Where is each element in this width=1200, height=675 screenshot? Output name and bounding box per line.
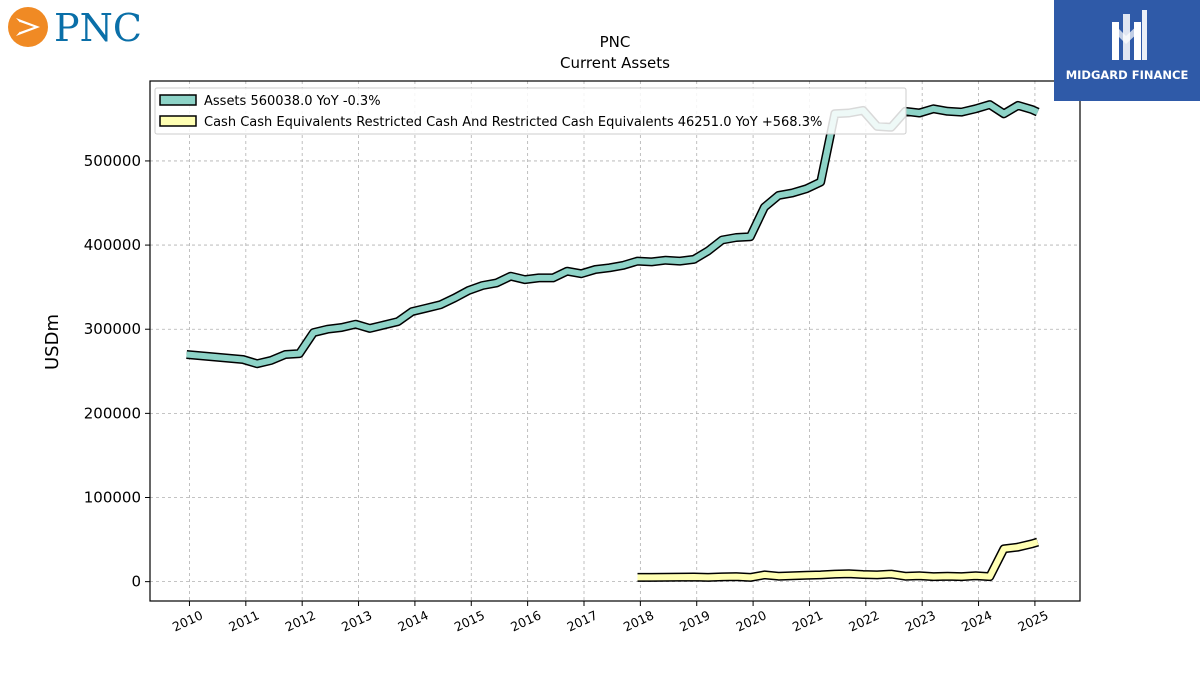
y-tick-label: 500000 — [84, 152, 141, 170]
y-tick-label: 300000 — [84, 320, 141, 338]
x-tick-label: 2019 — [677, 607, 712, 634]
chart-title: PNC — [600, 33, 631, 51]
series-outline-0 — [186, 100, 1040, 369]
x-tick-label: 2025 — [1015, 607, 1050, 634]
x-tick-label: 2017 — [565, 607, 600, 634]
y-tick-label: 0 — [131, 573, 141, 591]
midgard-logo-text: MIDGARD FINANCE — [1065, 68, 1189, 82]
legend-label-1: Cash Cash Equivalents Restricted Cash An… — [204, 115, 822, 130]
x-tick-label: 2010 — [170, 607, 205, 634]
x-tick-label: 2023 — [903, 607, 938, 634]
series-line-1 — [637, 539, 1039, 581]
series-lines — [186, 100, 1040, 582]
midgard-mark-icon — [1112, 10, 1147, 60]
y-tick-label: 200000 — [84, 404, 141, 422]
x-tick-label: 2014 — [395, 607, 430, 634]
x-tick-label: 2018 — [621, 607, 656, 634]
chart-subtitle: Current Assets — [560, 54, 670, 72]
pnc-logo-text: PNC — [54, 6, 142, 50]
legend-swatch-1 — [159, 115, 197, 127]
x-tick-label: 2012 — [283, 607, 318, 634]
series-line-0 — [186, 101, 1039, 367]
x-tick-label: 2024 — [959, 607, 994, 634]
plot-frame — [149, 80, 1081, 602]
x-tick-label: 2021 — [790, 607, 825, 634]
y-tick-label: 100000 — [84, 489, 141, 507]
y-axis-ticks: 0 100000 200000 300000 400000 500000 — [84, 152, 150, 591]
x-tick-label: 2022 — [846, 607, 881, 634]
legend-box — [154, 87, 907, 135]
x-tick-label: 2016 — [508, 607, 543, 634]
legend-label-0: Assets 560038.0 YoY -0.3% — [204, 94, 381, 109]
x-tick-label: 2013 — [339, 607, 374, 634]
midgard-finance-logo: MIDGARD FINANCE — [1054, 0, 1200, 101]
x-tick-label: 2020 — [734, 607, 769, 634]
pnc-mark-icon — [8, 7, 48, 47]
x-axis-ticks: 2010 2011 2012 2013 2014 2015 2016 2017 2018 2019… — [170, 601, 1051, 634]
y-tick-label: 400000 — [84, 236, 141, 254]
x-tick-label: 2015 — [452, 607, 487, 634]
legend-swatch-0 — [159, 94, 197, 106]
x-tick-label: 2011 — [226, 607, 261, 634]
grid-lines — [150, 81, 1080, 601]
pnc-logo: PNC — [6, 4, 156, 50]
y-axis-label: USDm — [42, 314, 63, 370]
legend: Assets 560038.0 YoY -0.3% Cash Cash Equiv… — [154, 87, 907, 135]
